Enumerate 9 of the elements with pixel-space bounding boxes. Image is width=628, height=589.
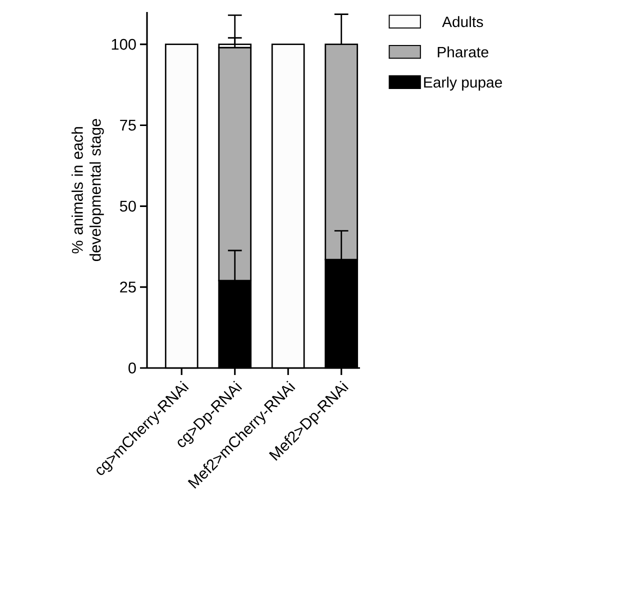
y-axis-title: % animals in each developmental stage [72, 119, 104, 262]
y-tick-label: 25 [120, 282, 136, 293]
y-tick-label: 100 [112, 38, 136, 50]
y-tick-label: 75 [120, 120, 136, 131]
y-tick-label: 50 [120, 200, 136, 212]
legend-label: Adults [442, 16, 484, 28]
legend-label: Early pupae [424, 76, 502, 91]
y-tick-label: 0 [128, 362, 136, 374]
legend-label: Pharate [438, 46, 488, 58]
